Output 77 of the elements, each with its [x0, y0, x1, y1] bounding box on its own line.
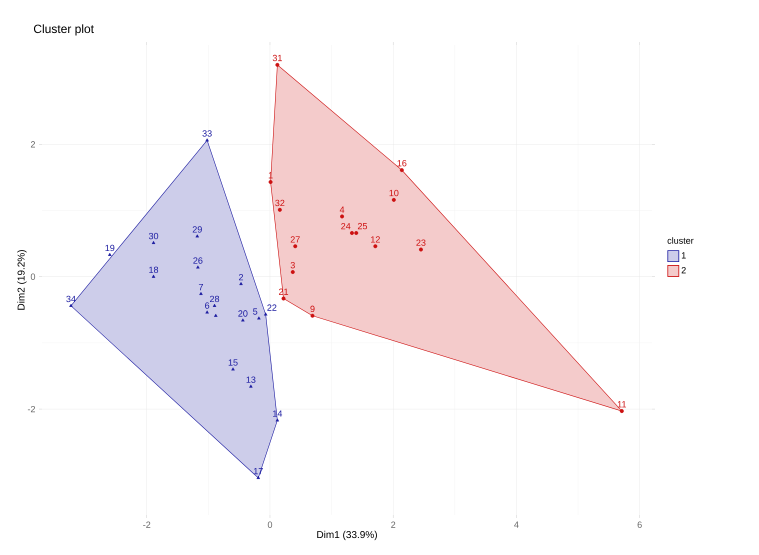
y-tick-label: 0 — [30, 274, 36, 280]
point — [276, 418, 280, 422]
annotation: 34 — [66, 296, 76, 302]
point — [196, 234, 200, 238]
point — [620, 409, 624, 414]
point — [152, 274, 156, 278]
point — [278, 208, 282, 212]
annotation: 6 — [205, 302, 210, 309]
point — [239, 282, 243, 286]
point — [340, 214, 344, 218]
annotation: 29 — [192, 226, 202, 233]
point — [214, 314, 218, 317]
annotation: 16 — [398, 160, 406, 166]
point — [268, 180, 273, 184]
x-tick-label: 2 — [391, 522, 396, 528]
point — [350, 231, 354, 236]
point — [256, 476, 260, 480]
point — [373, 244, 378, 248]
annotation: 9 — [310, 306, 315, 312]
point — [212, 304, 216, 307]
point — [205, 310, 209, 314]
annotation: 22 — [267, 304, 276, 311]
point — [354, 231, 358, 236]
point — [196, 265, 200, 269]
x-tick-label: -2 — [143, 522, 150, 528]
annotation: 12 — [371, 236, 380, 243]
annotation: 24 — [341, 223, 350, 230]
annotation: 25 — [358, 222, 368, 230]
annotation: 30 — [148, 232, 158, 240]
point — [69, 304, 73, 307]
text: 2 — [682, 267, 686, 274]
point — [231, 367, 235, 370]
annotation: 2 — [238, 274, 244, 280]
chart-title: Cluster plot — [34, 24, 94, 36]
x-tick-label: 4 — [514, 522, 519, 528]
point — [205, 138, 209, 142]
point — [108, 252, 112, 256]
point — [290, 270, 295, 274]
point — [392, 198, 396, 202]
annotation: 13 — [246, 376, 256, 383]
annotation: 5 — [253, 308, 258, 315]
annotation: 11 — [618, 401, 626, 408]
point — [310, 314, 314, 318]
annotation: 20 — [238, 310, 248, 317]
point — [275, 62, 280, 67]
x-tick-label: 0 — [268, 522, 272, 528]
annotation: 26 — [193, 257, 202, 264]
point — [400, 168, 404, 172]
annotation: 31 — [272, 54, 282, 62]
y-tick-label: 2 — [30, 141, 36, 148]
annotation: 27 — [290, 236, 300, 243]
legend-title: cluster — [668, 237, 694, 244]
annotation: 7 — [198, 284, 204, 290]
x-tick-label: 6 — [638, 522, 642, 528]
annotation: 3 — [290, 262, 295, 268]
y-axis-title: Dim2 (19.2%) — [17, 250, 27, 310]
point — [418, 248, 423, 252]
annotation: 18 — [149, 266, 158, 273]
x-axis-title: Dim1 (33.9%) — [317, 530, 377, 540]
annotation: 19 — [105, 244, 114, 252]
annotation: 23 — [416, 239, 426, 246]
point — [293, 244, 298, 248]
point — [264, 312, 268, 316]
text: 1 — [682, 252, 686, 258]
point — [199, 292, 203, 296]
annotation: 28 — [210, 296, 220, 302]
point — [152, 240, 156, 244]
annotation: 10 — [390, 190, 398, 196]
y-tick-label: -2 — [28, 406, 36, 412]
annotation: 32 — [275, 200, 284, 206]
annotation: 4 — [340, 206, 344, 213]
annotation: 33 — [202, 130, 212, 137]
point — [249, 384, 253, 388]
point — [257, 316, 261, 320]
annotation: 15 — [228, 359, 238, 366]
point — [282, 296, 286, 301]
point — [241, 318, 245, 322]
